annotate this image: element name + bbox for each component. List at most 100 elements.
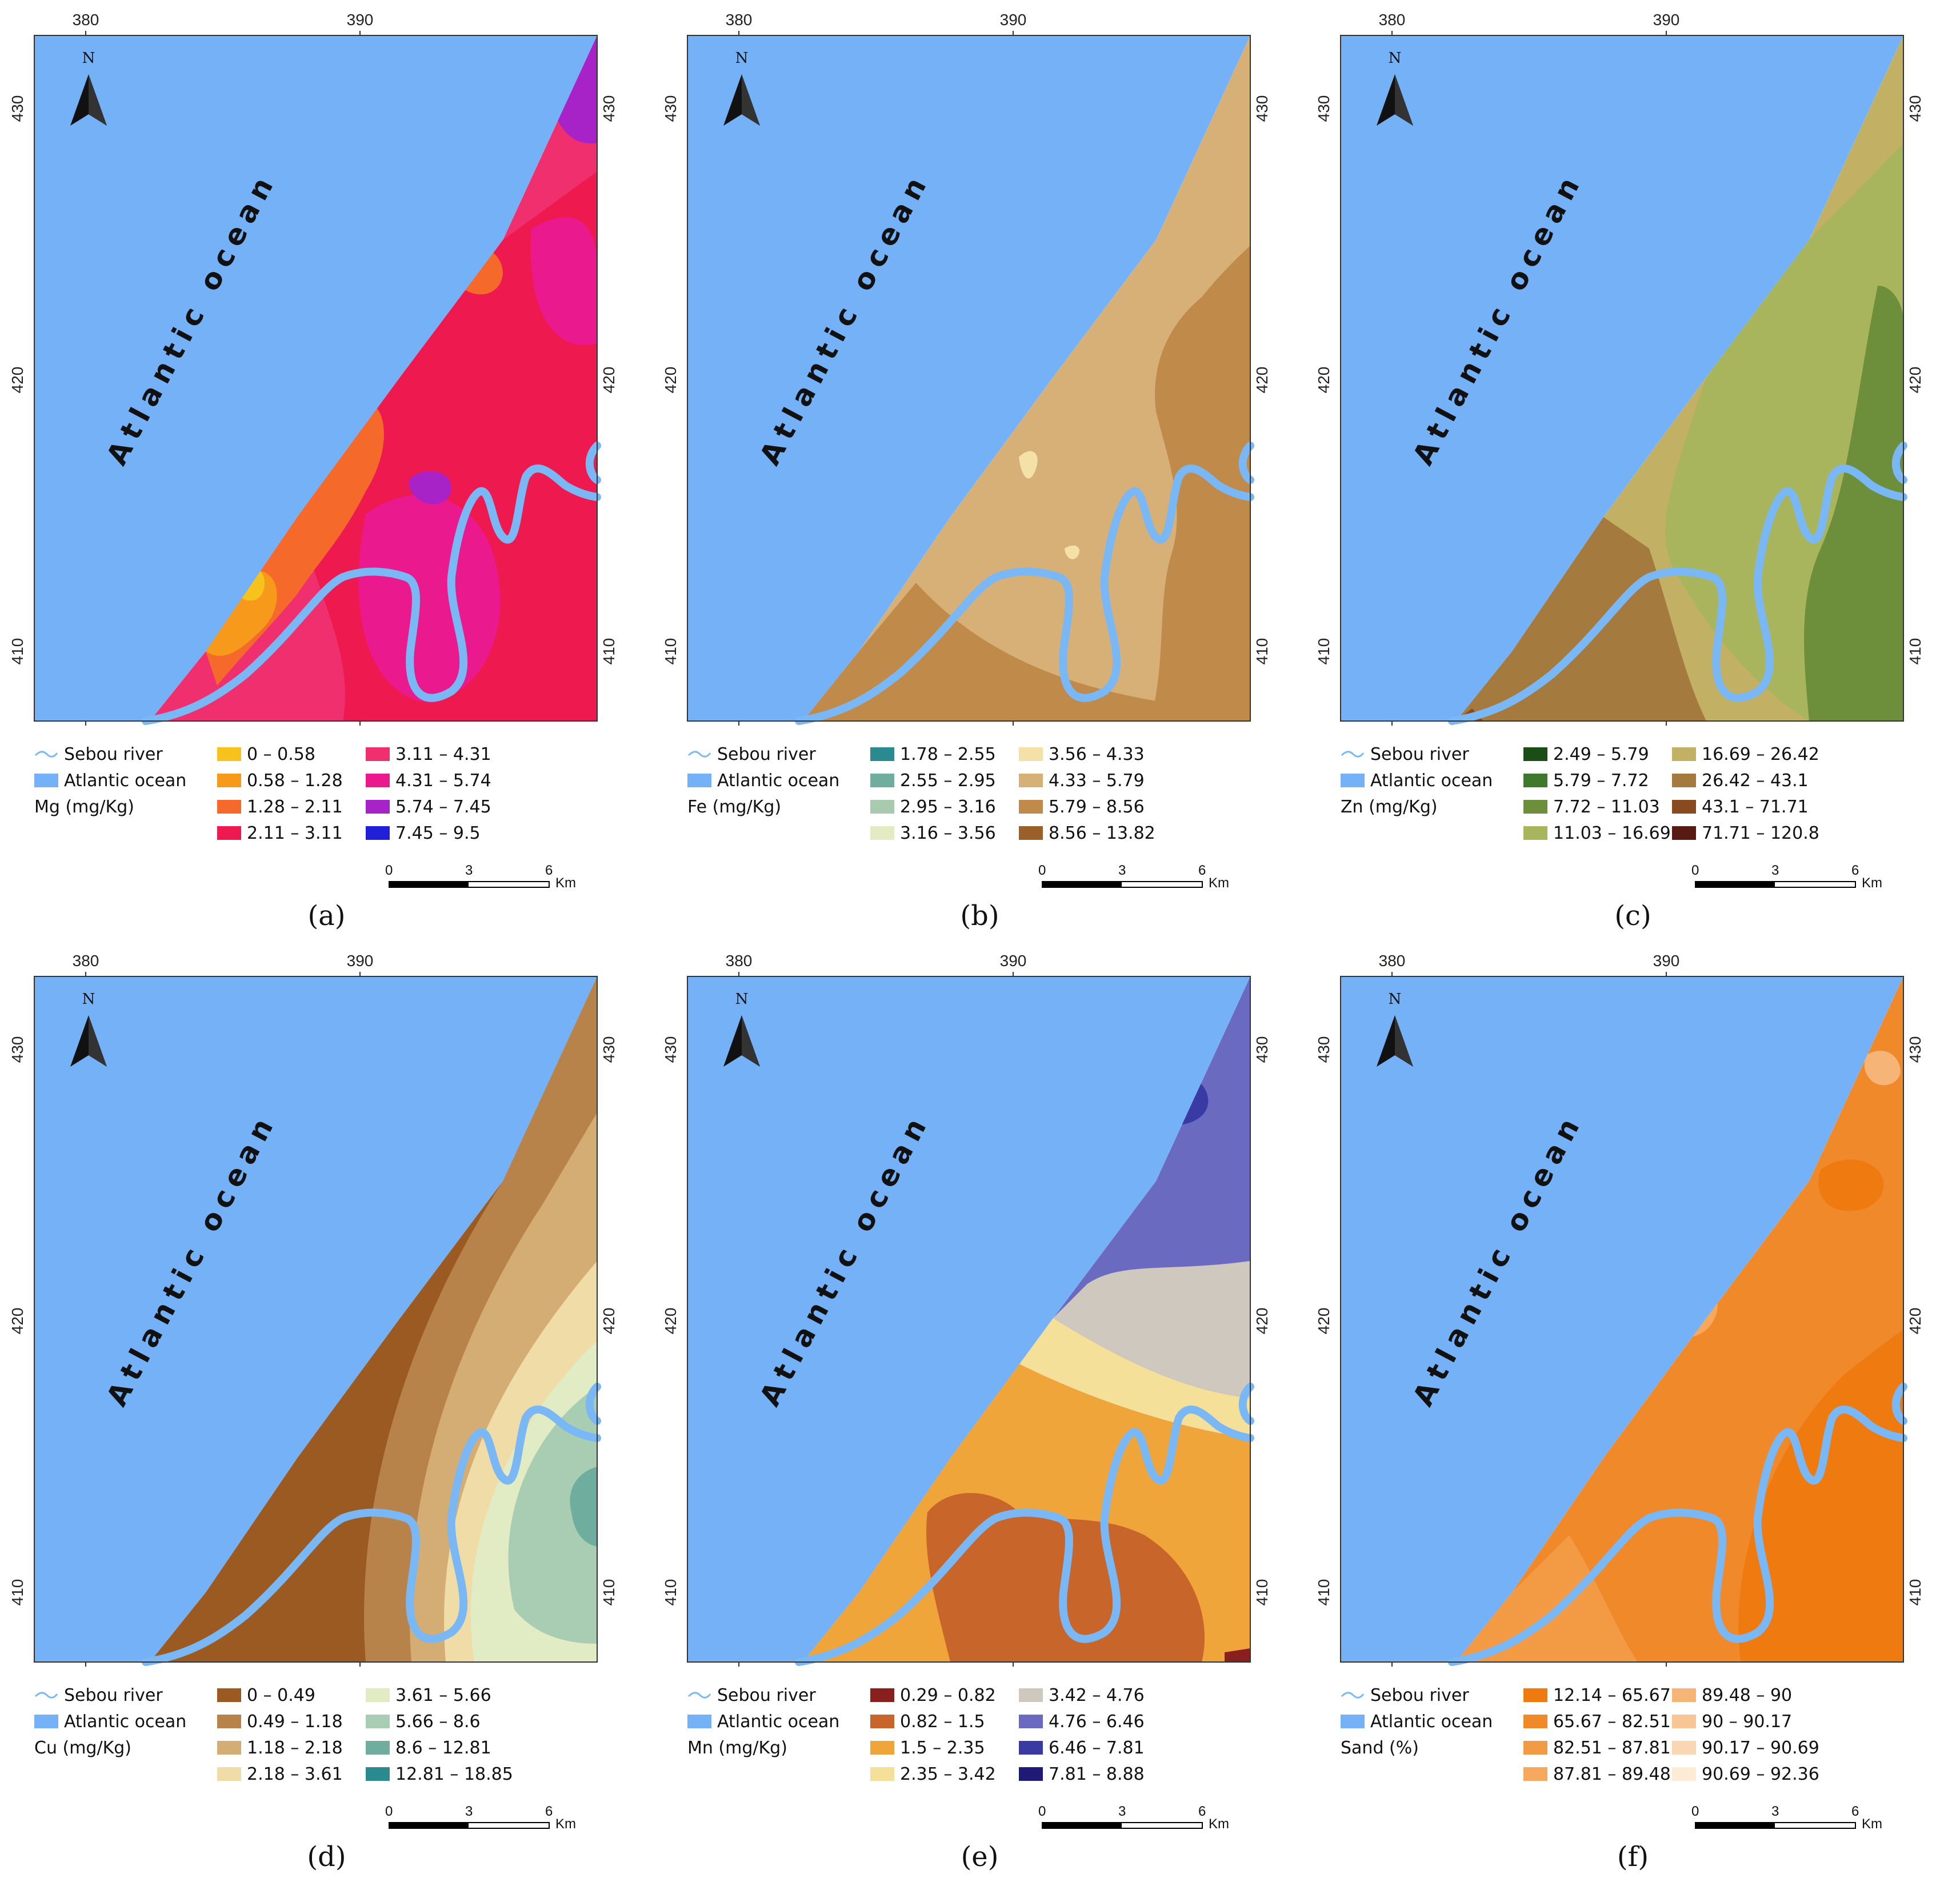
legend-class-4-label: 3.61 – 5.66: [395, 1685, 491, 1705]
class-swatch: [1672, 747, 1696, 761]
zone-6: [570, 1467, 597, 1547]
legend-class-0-label: 2.49 – 5.79: [1553, 744, 1649, 764]
class-swatch: [870, 800, 894, 814]
legend-class-5: 4.76 – 6.46: [1019, 1710, 1145, 1733]
y-tick-label-left: 430: [662, 95, 679, 122]
zone-3: [1019, 451, 1038, 479]
legend-class-7-label: 7.81 – 8.88: [1049, 1764, 1145, 1784]
scale-label: 0: [1038, 863, 1046, 878]
zone-8: [409, 471, 451, 504]
zone-3: [1456, 1535, 1638, 1662]
class-swatch: [1523, 1767, 1547, 1781]
zone-6: [1225, 1648, 1250, 1662]
scale-label: 6: [545, 1804, 553, 1819]
x-tick-label: 380: [1379, 952, 1406, 970]
river-legend-icon: [34, 1692, 58, 1699]
legend-class-4-label: 3.42 – 4.76: [1049, 1685, 1145, 1705]
scale-segment-light: [467, 1822, 550, 1829]
legend-variable: Sand (%): [1341, 1737, 1419, 1758]
legend-class-6: 6.46 – 7.81: [1019, 1736, 1145, 1759]
legend-class-3-label: 3.16 – 3.56: [900, 823, 996, 843]
legend-class-6: 43.1 – 71.71: [1672, 795, 1809, 818]
legend-class-6-label: 90.17 – 90.69: [1702, 1737, 1819, 1758]
class-swatch: [1019, 774, 1043, 787]
legend-class-2: 1.28 – 2.11: [217, 795, 343, 818]
scale-bar: 0 3 6 Km: [1038, 863, 1236, 897]
y-tick-label-left: 410: [9, 1579, 26, 1606]
legend-class-0: 0 – 0.58: [217, 743, 315, 766]
legend-class-1-label: 65.67 – 82.51: [1553, 1711, 1671, 1732]
legend-variable: Cu (mg/Kg): [34, 1737, 131, 1758]
panel-caption: (b): [960, 900, 999, 932]
legend-class-2: 1.5 – 2.35: [870, 1736, 985, 1759]
scale-segment-dark: [1695, 881, 1775, 888]
class-swatch: [1672, 826, 1696, 840]
y-tick-label-right: 430: [1253, 1036, 1271, 1063]
scale-label: Km: [555, 1816, 576, 1832]
class-swatch: [1523, 774, 1547, 787]
y-tick-label-left: 410: [9, 638, 26, 665]
class-swatch: [366, 774, 390, 787]
panel-caption: (e): [961, 1841, 999, 1873]
legend-ocean-label: Atlantic ocean: [1370, 1711, 1493, 1732]
y-tick-label-left: 420: [662, 1308, 679, 1335]
legend-ocean: Atlantic ocean: [687, 769, 839, 792]
legend-class-2: 1.18 – 2.18: [217, 1736, 343, 1759]
scale-bar: 0 3 6 Km: [1691, 863, 1889, 897]
legend-class-2-label: 7.72 – 11.03: [1553, 796, 1660, 817]
panel-cu: 380 390 430 430 420 420 410 410 N Atlantic ocean S…: [0, 941, 653, 1882]
map-border: [687, 976, 1251, 1663]
sebou-river: [1448, 1383, 1907, 1666]
legend-variable: Mn (mg/Kg): [687, 1737, 787, 1758]
scale-label: 3: [465, 1804, 473, 1819]
scale-label: 0: [1691, 1804, 1699, 1819]
legend-class-7-label: 8.56 – 13.82: [1049, 823, 1155, 843]
x-tick-label: 390: [1653, 11, 1680, 29]
legend-class-0: 1.78 – 2.55: [870, 743, 996, 766]
zone-1: [1738, 1330, 1903, 1662]
legend-class-3: 2.35 – 3.42: [870, 1763, 996, 1785]
legend-class-2: 7.72 – 11.03: [1523, 795, 1660, 818]
class-swatch: [217, 826, 241, 840]
legend-class-7: 7.45 – 9.5: [366, 822, 481, 844]
y-tick-label-right: 420: [1253, 367, 1271, 394]
sebou-river: [142, 442, 601, 725]
scale-segment-light: [467, 881, 550, 888]
legend-class-1: 0.49 – 1.18: [217, 1710, 343, 1733]
legend-class-0: 2.49 – 5.79: [1523, 743, 1649, 766]
map-border: [34, 35, 598, 722]
legend-class-7-label: 12.81 – 18.85: [395, 1764, 513, 1784]
legend-class-7-label: 71.71 – 120.8: [1702, 823, 1819, 843]
legend-class-2-label: 1.28 – 2.11: [247, 796, 343, 817]
legend-class-3-label: 2.35 – 3.42: [900, 1764, 996, 1784]
y-tick-label-right: 410: [1906, 638, 1924, 665]
legend-class-5-label: 5.66 – 8.6: [395, 1711, 481, 1732]
legend-ocean-label: Atlantic ocean: [64, 1711, 187, 1732]
zone-5: [508, 1387, 597, 1644]
zone-2: [1804, 286, 1903, 721]
zone-1: [1150, 246, 1250, 721]
legend-class-2-label: 1.5 – 2.35: [900, 1737, 985, 1758]
scale-label: 6: [1198, 863, 1206, 878]
svg-text:N: N: [82, 991, 95, 1008]
legend-class-6-label: 8.6 – 12.81: [395, 1737, 491, 1758]
legend: Sebou river Atlantic ocean Zn (mg/Kg) 2.49 …: [1341, 743, 1935, 846]
legend-class-5: 26.42 – 43.1: [1672, 769, 1809, 792]
class-swatch: [1672, 1688, 1696, 1702]
legend-class-7: 71.71 – 120.8: [1672, 822, 1819, 844]
class-swatch: [1672, 774, 1696, 787]
legend-class-6-label: 5.74 – 7.45: [395, 796, 491, 817]
legend-class-6: 8.6 – 12.81: [366, 1736, 491, 1759]
y-tick-label-left: 430: [9, 95, 26, 122]
legend-class-1-label: 5.79 – 7.72: [1553, 770, 1649, 791]
class-swatch: [870, 826, 894, 840]
class-swatch: [1019, 826, 1043, 840]
ocean-legend-swatch: [34, 774, 58, 787]
legend-river: Sebou river: [1341, 743, 1469, 766]
north-arrow-icon: N: [70, 50, 107, 126]
north-arrow-icon: N: [723, 991, 760, 1067]
y-tick-label-right: 430: [1906, 1036, 1924, 1063]
